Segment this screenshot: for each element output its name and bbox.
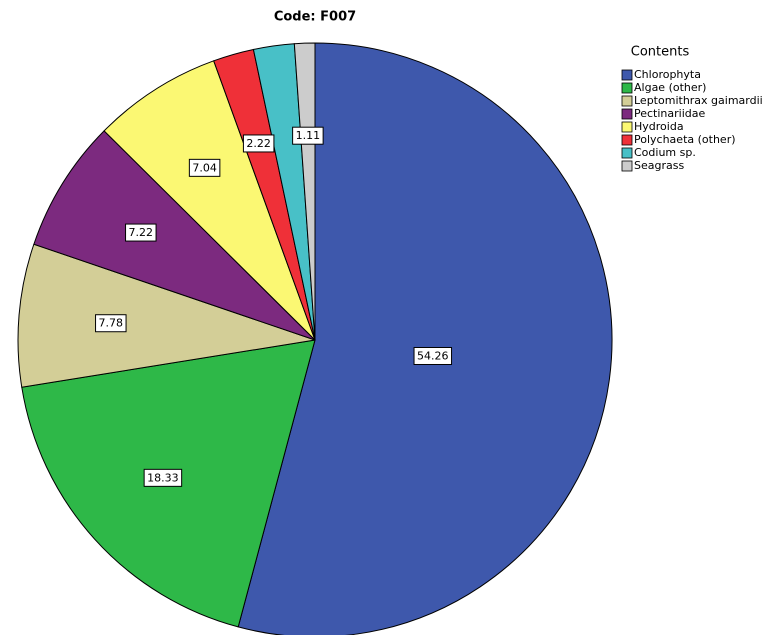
legend-title: Contents	[631, 45, 690, 60]
data-label-text: 7.22	[129, 226, 154, 239]
data-label-box	[125, 223, 157, 242]
legend-swatch	[621, 121, 633, 133]
legend-swatch	[621, 108, 633, 120]
legend-label: Pectinariidae	[634, 107, 705, 120]
data-label-box	[95, 314, 127, 333]
data-label-box	[188, 158, 221, 177]
legend-swatch	[621, 69, 633, 81]
chart-title: Code: F007	[274, 10, 356, 25]
data-label-text: 54.26	[417, 349, 449, 362]
data-label: 54.26	[413, 346, 453, 365]
data-label: 7.22	[125, 223, 157, 242]
pie-slice	[17, 243, 316, 388]
legend-label: Hydroida	[634, 120, 684, 133]
data-label-text: 1.11	[296, 129, 321, 142]
data-label-text: 7.78	[99, 317, 124, 330]
data-label-box	[143, 468, 183, 487]
data-label: 7.78	[95, 314, 127, 333]
legend-label: Leptomithrax gaimardii	[634, 94, 763, 107]
data-label-box	[242, 134, 275, 153]
legend-swatch	[621, 95, 633, 107]
legend-swatch	[621, 134, 633, 146]
data-label-box	[413, 346, 453, 365]
legend-swatch	[621, 147, 633, 159]
data-label: 2.22	[242, 134, 275, 153]
pie-slice	[293, 42, 316, 341]
legend-label: Seagrass	[634, 159, 684, 172]
data-label: 1.11	[292, 126, 324, 145]
data-label-text: 18.33	[147, 471, 179, 484]
data-label: 18.33	[143, 468, 183, 487]
legend-swatch	[621, 160, 633, 172]
data-label: 7.04	[188, 158, 221, 177]
pie-slice	[33, 130, 316, 341]
data-label-box	[292, 126, 324, 145]
legend-label: Algae (other)	[634, 81, 706, 94]
legend-label: Codium sp.	[634, 146, 696, 159]
pie-slice	[237, 42, 613, 635]
legend-label: Chlorophyta	[634, 68, 701, 81]
legend-swatch	[621, 82, 633, 94]
legend-label: Polychaeta (other)	[634, 133, 736, 146]
pie-slice	[103, 60, 316, 341]
data-label-text: 7.04	[192, 161, 217, 174]
data-label-text: 2.22	[246, 137, 271, 150]
